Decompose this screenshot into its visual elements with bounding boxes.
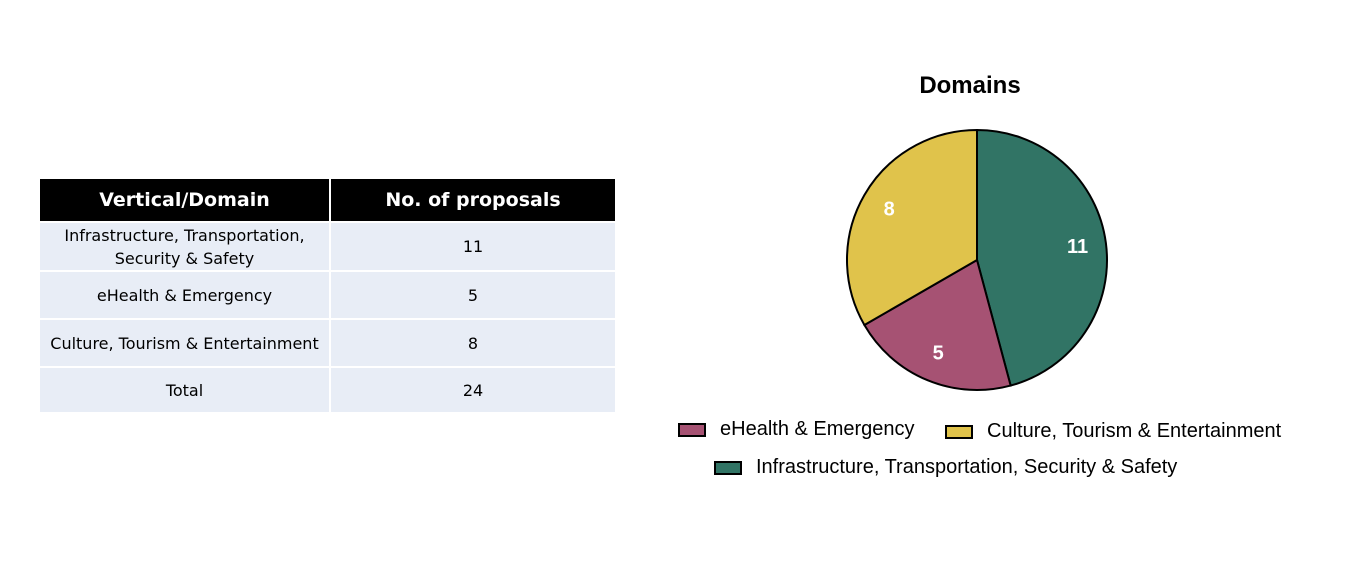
table-row-total: Total 24 (40, 366, 615, 412)
pie-chart: 11 5 8 (846, 128, 1108, 391)
pie-slice-culture (846, 128, 978, 327)
legend-item-culture: Culture, Tourism & Entertainment (945, 420, 1281, 443)
pie-slice-ehealth (863, 258, 1012, 391)
row-count: 11 (330, 221, 615, 271)
legend-swatch (678, 422, 706, 437)
header-no-of-proposals: No. of proposals (330, 179, 615, 222)
legend-label: Culture, Tourism & Entertainment (987, 420, 1282, 442)
pie-slice-infrastructure (976, 128, 1108, 387)
chart-title: Domains (919, 72, 1021, 99)
legend-item-infrastructure: Infrastructure, Transportation, Security… (714, 456, 1177, 479)
pie-label-ehealth: 5 (933, 343, 944, 365)
legend-label: Infrastructure, Transportation, Security… (756, 456, 1178, 478)
table-header-row: Vertical/Domain No. of proposals (40, 179, 615, 222)
legend-item-ehealth: eHealth & Emergency (678, 418, 915, 441)
row-count: 5 (330, 270, 615, 319)
table-row: Infrastructure, Transportation, Security … (40, 221, 615, 271)
row-total-count: 24 (330, 366, 615, 412)
header-vertical-domain: Vertical/Domain (40, 179, 331, 222)
legend-label: eHealth & Emergency (720, 418, 915, 440)
row-total-label: Total (40, 366, 331, 412)
table-row: Culture, Tourism & Entertainment 8 (40, 318, 615, 367)
row-domain: eHealth & Emergency (40, 270, 331, 319)
table-row: eHealth & Emergency 5 (40, 270, 615, 319)
proposals-table-container: Vertical/Domain No. of proposals Infrast… (40, 179, 615, 412)
row-count: 8 (330, 318, 615, 367)
legend-swatch (945, 424, 973, 439)
legend-swatch (714, 460, 742, 475)
row-domain: Culture, Tourism & Entertainment (40, 318, 331, 367)
pie-label-culture: 8 (884, 198, 895, 220)
proposals-table: Vertical/Domain No. of proposals Infrast… (40, 179, 615, 412)
pie-label-infrastructure: 11 (1067, 236, 1088, 258)
row-domain: Infrastructure, Transportation, Security … (40, 221, 331, 271)
